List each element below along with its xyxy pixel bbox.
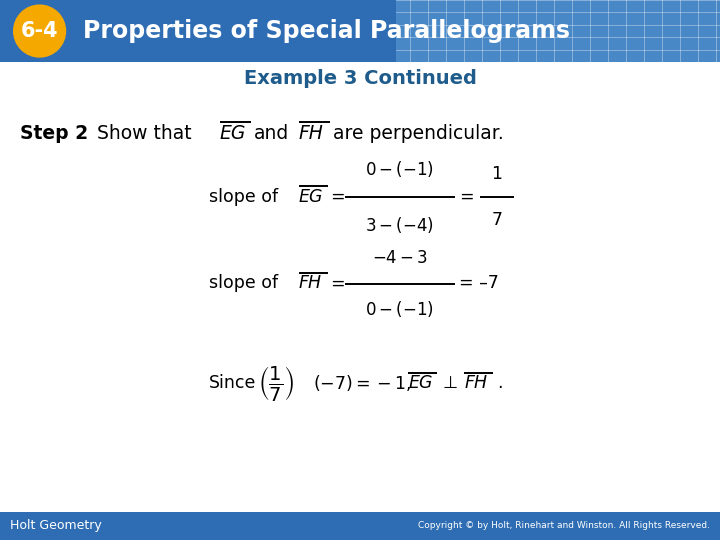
- Text: $0-(-1)$: $0-(-1)$: [365, 299, 434, 320]
- Text: $3-(-4)$: $3-(-4)$: [365, 215, 434, 235]
- Text: =: =: [459, 188, 474, 206]
- Text: 7: 7: [491, 211, 503, 229]
- Text: Step 2: Step 2: [20, 124, 89, 144]
- Text: $-4-3$: $-4-3$: [372, 248, 428, 267]
- Text: are perpendicular.: are perpendicular.: [333, 124, 504, 144]
- Text: .: .: [497, 374, 503, 393]
- Text: =: =: [330, 274, 344, 293]
- Text: 6-4: 6-4: [21, 21, 58, 41]
- Text: FH: FH: [464, 374, 487, 393]
- Ellipse shape: [14, 5, 66, 57]
- Text: and: and: [253, 124, 289, 144]
- Text: Copyright © by Holt, Rinehart and Winston. All Rights Reserved.: Copyright © by Holt, Rinehart and Winsto…: [418, 522, 710, 530]
- Text: =: =: [330, 188, 344, 206]
- Text: slope of: slope of: [209, 274, 278, 293]
- Text: $0-(-1)$: $0-(-1)$: [365, 159, 434, 179]
- Text: = –7: = –7: [459, 274, 499, 293]
- Text: EG: EG: [220, 124, 246, 144]
- Text: FH: FH: [299, 274, 322, 293]
- Text: FH: FH: [299, 124, 324, 144]
- Text: Since: Since: [209, 374, 256, 393]
- Text: $(-7) = -1,$: $(-7) = -1,$: [313, 373, 412, 394]
- Text: EG: EG: [408, 374, 433, 393]
- Bar: [0, 0, 720, 62]
- Text: Show that: Show that: [97, 124, 192, 144]
- Text: 1: 1: [491, 165, 503, 184]
- Text: ⊥: ⊥: [443, 374, 458, 393]
- Text: Holt Geometry: Holt Geometry: [10, 519, 102, 532]
- Bar: [396, 0, 720, 62]
- Text: EG: EG: [299, 188, 323, 206]
- Bar: [0, 512, 720, 540]
- Text: Example 3 Continued: Example 3 Continued: [243, 69, 477, 88]
- Text: Properties of Special Parallelograms: Properties of Special Parallelograms: [83, 19, 570, 43]
- Text: slope of: slope of: [209, 188, 278, 206]
- Text: $\left(\dfrac{1}{7}\right)$: $\left(\dfrac{1}{7}\right)$: [258, 364, 294, 403]
